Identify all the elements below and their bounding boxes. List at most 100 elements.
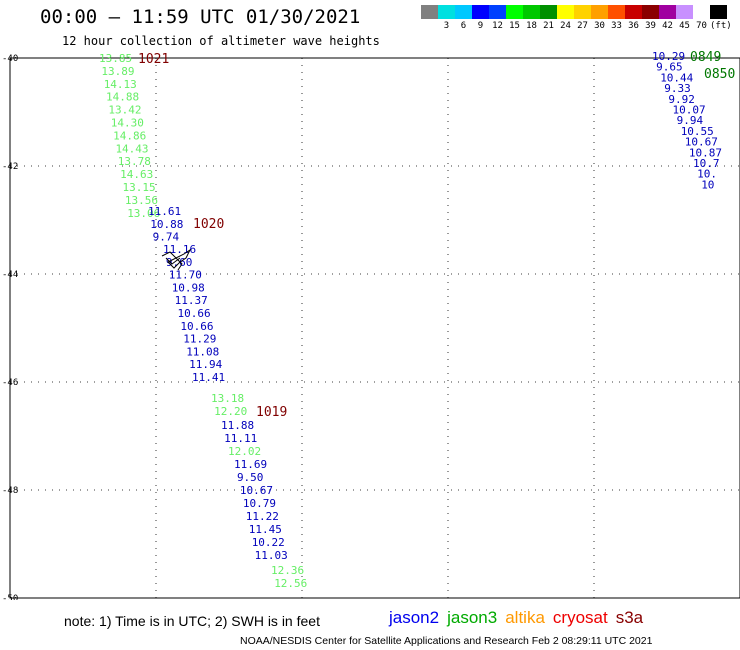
- wave-height-label: 11.94: [189, 358, 222, 371]
- wave-height-label: 9.33: [664, 82, 691, 95]
- scale-swatch: [472, 5, 489, 19]
- legend-item-altika: altika: [505, 608, 545, 627]
- page-title: 00:00 – 11:59 UTC 01/30/2021: [40, 6, 361, 28]
- scale-label: 33: [611, 21, 622, 31]
- wave-height-label: 10.7: [693, 157, 720, 170]
- dotted-grid: [9, 57, 740, 599]
- scale-label: 27: [577, 21, 588, 31]
- scale-swatch: [421, 5, 438, 19]
- scale-swatch: [540, 5, 557, 19]
- wave-height-label: 12.02: [228, 445, 261, 458]
- wave-height-label: 13.85: [99, 52, 132, 65]
- wave-height-label: 11.08: [186, 345, 219, 358]
- wave-height-label: 10.88: [150, 218, 183, 231]
- lat-tick-label: -48: [2, 486, 18, 496]
- wave-height-label: 12.56: [274, 577, 307, 590]
- wave-height-label: 11.41: [192, 371, 225, 384]
- scale-swatch: [659, 5, 676, 19]
- legend-item-cryosat: cryosat: [552, 608, 608, 627]
- wave-height-label: 11.70: [169, 269, 202, 282]
- wave-height-label: 11.37: [175, 294, 208, 307]
- wave-height-label: 11.16: [163, 243, 196, 256]
- wave-height-label: 9.74: [153, 231, 180, 244]
- wave-height-label: 12.36: [271, 564, 304, 577]
- scale-swatch: [523, 5, 540, 19]
- wave-height-label: 14.88: [106, 91, 139, 104]
- legend-item-jason2: jason2: [389, 608, 440, 627]
- wave-height-label: 10.29: [652, 50, 685, 63]
- wave-height-label: 10.: [697, 168, 717, 181]
- time-labels: 0849 0850: [690, 50, 735, 82]
- scale-label: 3: [443, 21, 450, 31]
- legend-item-s3a: s3a: [615, 608, 644, 627]
- wave-height-label: 13.89: [101, 65, 134, 78]
- wave-height-map: -40-42-44-46-48-50-180-177-174-171-168-1…: [2, 50, 740, 600]
- scale-swatch: [676, 5, 693, 19]
- wave-height-label: 11.29: [183, 333, 216, 346]
- wave-height-label: 9.50: [237, 471, 264, 484]
- wave-height-label: 9.65: [656, 61, 683, 74]
- wave-height-label: 10: [701, 178, 714, 191]
- wave-height-label: 14.13: [104, 78, 137, 91]
- scale-label: (ft): [710, 21, 732, 31]
- scale-swatch: [591, 5, 608, 19]
- wave-height-label: 10.87: [689, 146, 722, 159]
- scale-label: 18: [526, 21, 537, 31]
- scale-label: 12: [492, 21, 503, 31]
- lat-tick-label: -42: [2, 162, 18, 172]
- lat-tick-label: -40: [2, 54, 18, 64]
- wave-height-label: 14.86: [113, 129, 146, 142]
- wave-height-label: 14.43: [115, 142, 148, 155]
- scale-label: 30: [594, 21, 605, 31]
- scale-label: 39: [645, 21, 656, 31]
- lat-tick-label: -46: [2, 378, 18, 388]
- scale-label: 15: [509, 21, 520, 31]
- wave-height-label: 11.11: [224, 432, 257, 445]
- wave-height-label: 11.45: [249, 523, 282, 536]
- scale-label: 21: [543, 21, 554, 31]
- wave-height-label: 10.67: [685, 136, 718, 149]
- wave-height-label: 11.61: [148, 205, 181, 218]
- wave-height-label: 13.42: [108, 104, 141, 117]
- satellite-legend: jason2 jason3 altika cryosat s3a: [389, 608, 651, 628]
- wave-height-label: 10.44: [660, 71, 693, 84]
- wave-height-label: 11.03: [255, 549, 288, 562]
- scale-label: 70: [696, 21, 707, 31]
- scale-swatch: [710, 5, 727, 19]
- scale-swatch: [489, 5, 506, 19]
- pass-time-label: 0850: [704, 67, 735, 82]
- scale-swatch: [506, 5, 523, 19]
- scale-swatch: [642, 5, 659, 19]
- storm-center-scribble: [161, 248, 192, 271]
- lat-tick-label: -50: [2, 594, 18, 600]
- scale-swatch: [608, 5, 625, 19]
- scale-label: 9: [477, 21, 484, 31]
- wave-height-label: 10.98: [172, 281, 205, 294]
- scale-swatch: [574, 5, 591, 19]
- pressure-labels: 1021 1020 1019: [138, 52, 287, 420]
- wave-height-label: 13.18: [211, 392, 244, 405]
- wave-height-label: 11.88: [221, 419, 254, 432]
- wave-height-label: 9.92: [668, 93, 695, 106]
- wave-height-label: 14.30: [111, 117, 144, 130]
- wave-height-label: 13.78: [118, 155, 151, 168]
- scale-label: 6: [460, 21, 467, 31]
- wave-height-label: 11.69: [234, 458, 267, 471]
- note-text: note: 1) Time is in UTC; 2) SWH is in fe…: [64, 613, 320, 629]
- lat-tick-label: -44: [2, 270, 18, 280]
- credit-line: NOAA/NESDIS Center for Satellite Applica…: [240, 635, 653, 647]
- scale-label: 42: [662, 21, 673, 31]
- wave-height-label: 10.66: [180, 320, 213, 333]
- wave-height-label: 9.94: [677, 114, 704, 127]
- page-subtitle: 12 hour collection of altimeter wave hei…: [62, 34, 380, 48]
- axis-labels: -40-42-44-46-48-50-180-177-174-171-168-1…: [2, 54, 18, 600]
- scale-label: 45: [679, 21, 690, 31]
- scale-swatch: [557, 5, 574, 19]
- pressure-label: 1020: [193, 217, 224, 232]
- wave-height-label: 10.66: [178, 307, 211, 320]
- wave-height-label: 10.67: [240, 484, 273, 497]
- color-scale-bar: [421, 5, 727, 19]
- pressure-label: 1019: [256, 405, 287, 420]
- pressure-label: 1021: [138, 52, 169, 67]
- scale-label: 36: [628, 21, 639, 31]
